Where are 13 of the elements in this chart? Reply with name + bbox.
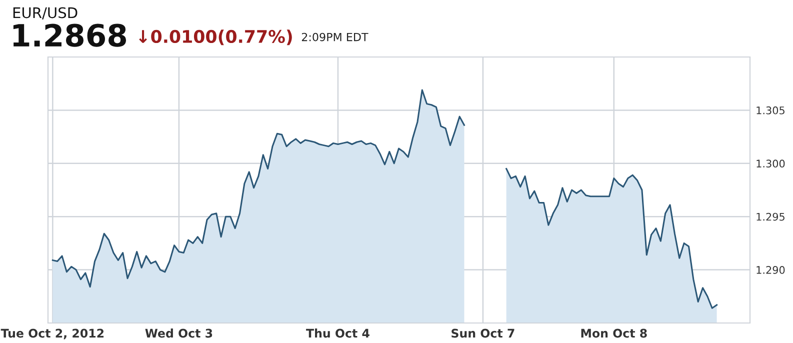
y-tick-label: 1.290 [756, 266, 785, 274]
x-tick-label: Wed Oct 3 [145, 328, 212, 338]
text: ↓0.0100(0.77%) [139, 30, 292, 46]
y-tick-label: 1.300 [756, 160, 785, 168]
y-tick-label: 1.295 [756, 212, 784, 221]
chart-title: EUR/USD [13, 7, 78, 20]
x-tick-label: Sun Oct 7 [452, 328, 514, 338]
text: 1.2868 [13, 24, 126, 47]
x-tick-label: Tue Oct 2, 2012 [0, 328, 104, 340]
x-tick-label: Thu Oct 4 [306, 328, 370, 338]
y-tick-label: 1.305 [756, 106, 784, 114]
text: 2:09PM EDT [302, 32, 368, 42]
x-tick-label: Mon Oct 8 [581, 328, 647, 338]
